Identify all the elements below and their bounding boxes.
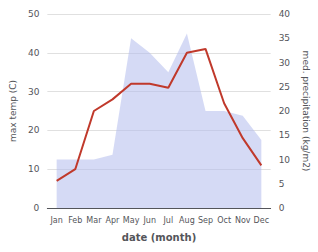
svg-text:Oct: Oct [217, 216, 231, 225]
svg-text:50: 50 [28, 9, 40, 19]
svg-text:30: 30 [28, 87, 40, 97]
svg-text:Sep: Sep [198, 216, 213, 225]
svg-text:20: 20 [279, 106, 291, 116]
svg-text:May: May [123, 216, 140, 225]
svg-text:10: 10 [28, 164, 40, 174]
svg-text:Nov: Nov [235, 216, 251, 225]
svg-text:25: 25 [279, 82, 290, 92]
svg-text:0: 0 [279, 203, 285, 213]
svg-text:Dec: Dec [254, 216, 269, 225]
svg-text:Jun: Jun [142, 216, 156, 225]
svg-text:Jul: Jul [162, 216, 173, 225]
svg-text:30: 30 [279, 58, 291, 68]
svg-text:med. precipitation (kg/m2): med. precipitation (kg/m2) [301, 51, 311, 172]
svg-text:Feb: Feb [68, 216, 82, 225]
svg-text:Apr: Apr [106, 216, 121, 225]
svg-text:5: 5 [279, 179, 285, 189]
svg-text:40: 40 [279, 9, 291, 19]
svg-text:Aug: Aug [179, 216, 195, 225]
svg-text:20: 20 [28, 125, 40, 135]
svg-text:max temp (C): max temp (C) [8, 80, 18, 142]
svg-text:date (month): date (month) [122, 232, 196, 243]
svg-text:Jan: Jan [49, 216, 62, 225]
svg-text:15: 15 [279, 130, 290, 140]
svg-text:35: 35 [279, 33, 290, 43]
svg-text:0: 0 [34, 203, 40, 213]
svg-text:40: 40 [28, 48, 40, 58]
svg-text:Mar: Mar [86, 216, 102, 225]
svg-text:10: 10 [279, 155, 291, 165]
